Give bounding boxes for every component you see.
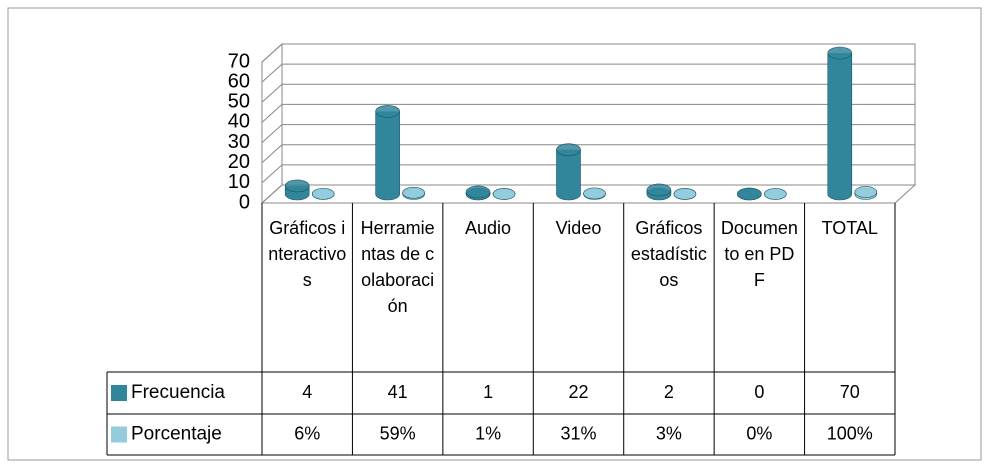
bar: [583, 187, 606, 200]
table-value: 22: [568, 382, 588, 402]
x-tick-label: Gráficos estadísticos: [630, 218, 707, 290]
table-value: 4: [302, 382, 312, 402]
bar: [284, 179, 310, 201]
table-value: 3%: [656, 423, 682, 443]
grid-line: [261, 144, 915, 164]
grid-line: [261, 83, 915, 103]
bar: [827, 46, 853, 201]
y-tick-label: 20: [228, 151, 250, 173]
bar: [402, 187, 425, 200]
grid-line: [261, 164, 915, 184]
bar: [492, 188, 516, 200]
bar: [311, 188, 335, 200]
grid-line: [261, 103, 915, 123]
bar: [673, 188, 697, 200]
table-value: 0%: [746, 423, 772, 443]
bar: [737, 187, 762, 201]
y-tick-label: 60: [228, 70, 250, 92]
table-value: 1: [483, 382, 493, 402]
y-tick-label: 30: [228, 131, 250, 153]
bar: [646, 183, 672, 201]
table-value: 41: [388, 382, 408, 402]
grid-line: [261, 63, 915, 83]
table-value: 0: [754, 382, 764, 402]
table-value: 70: [840, 382, 860, 402]
x-tick-label: Audio: [465, 218, 512, 238]
y-tick-label: 10: [228, 171, 250, 193]
legend-label: Frecuencia: [131, 382, 225, 403]
legend-key: [111, 426, 127, 443]
x-tick-label: TOTAL: [821, 218, 878, 238]
table-value: 2: [664, 382, 674, 402]
bar: [854, 186, 878, 200]
table-value: 6%: [294, 423, 320, 443]
x-tick-label: Documento en PDF: [720, 218, 798, 290]
legend-key: [111, 385, 127, 401]
bar: [556, 143, 581, 201]
y-tick-label: 70: [228, 50, 250, 72]
y-tick-label: 0: [239, 191, 250, 213]
bar: [764, 188, 787, 200]
x-tick-label: Gráficos interactivos: [268, 218, 347, 290]
y-tick-label: 50: [228, 91, 250, 113]
grid-line: [261, 184, 915, 204]
table-value: 31%: [560, 423, 596, 443]
table-value: 59%: [380, 423, 416, 443]
table-value: 100%: [827, 423, 873, 443]
x-tick-label: Video: [555, 218, 602, 238]
table-value: 1%: [475, 423, 501, 443]
side-wall: [261, 42, 283, 205]
grid-line: [261, 124, 915, 143]
legend-label: Porcentaje: [131, 424, 222, 445]
x-tick-label: Herramientas de colaboración: [360, 218, 435, 316]
y-tick-label: 40: [228, 111, 250, 133]
grid-line: [261, 43, 915, 63]
bar: [465, 185, 491, 201]
bar: [375, 105, 400, 201]
